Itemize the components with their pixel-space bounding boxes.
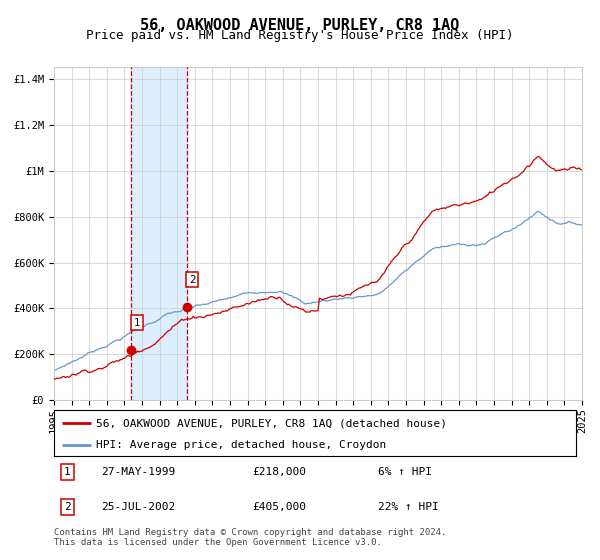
Text: 22% ↑ HPI: 22% ↑ HPI <box>377 502 439 512</box>
Text: 1: 1 <box>64 467 70 477</box>
Text: HPI: Average price, detached house, Croydon: HPI: Average price, detached house, Croy… <box>96 440 386 450</box>
Text: 2: 2 <box>189 275 196 284</box>
Text: 2: 2 <box>64 502 70 512</box>
Text: 25-JUL-2002: 25-JUL-2002 <box>101 502 175 512</box>
Text: Contains HM Land Registry data © Crown copyright and database right 2024.
This d: Contains HM Land Registry data © Crown c… <box>54 528 446 547</box>
Text: £218,000: £218,000 <box>253 467 307 477</box>
Text: 56, OAKWOOD AVENUE, PURLEY, CR8 1AQ: 56, OAKWOOD AVENUE, PURLEY, CR8 1AQ <box>140 18 460 33</box>
Text: 1: 1 <box>133 318 140 328</box>
Text: 27-MAY-1999: 27-MAY-1999 <box>101 467 175 477</box>
Bar <box>131 67 187 400</box>
Text: Price paid vs. HM Land Registry's House Price Index (HPI): Price paid vs. HM Land Registry's House … <box>86 29 514 42</box>
Text: 6% ↑ HPI: 6% ↑ HPI <box>377 467 431 477</box>
Text: £405,000: £405,000 <box>253 502 307 512</box>
Text: 56, OAKWOOD AVENUE, PURLEY, CR8 1AQ (detached house): 56, OAKWOOD AVENUE, PURLEY, CR8 1AQ (det… <box>96 418 447 428</box>
